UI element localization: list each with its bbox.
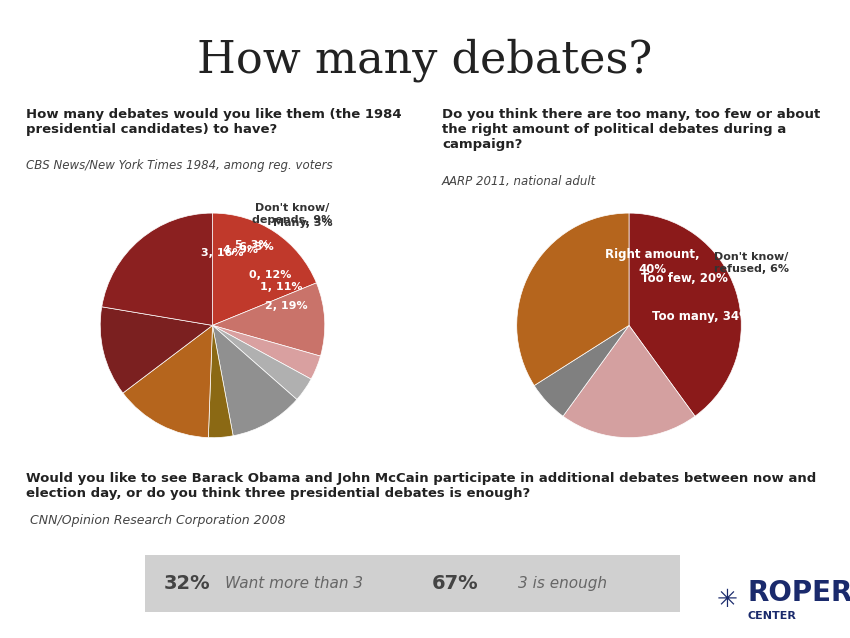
Text: CNN/Opinion Research Corporation 2008: CNN/Opinion Research Corporation 2008 bbox=[26, 514, 285, 526]
FancyBboxPatch shape bbox=[133, 554, 691, 614]
Text: Would you like to see Barack Obama and John McCain participate in additional deb: Would you like to see Barack Obama and J… bbox=[26, 472, 816, 500]
Wedge shape bbox=[212, 325, 311, 399]
Text: 3 is enough: 3 is enough bbox=[518, 576, 607, 591]
Text: 67%: 67% bbox=[432, 574, 479, 593]
Text: ROPER: ROPER bbox=[748, 579, 850, 607]
Text: 6, 3%: 6, 3% bbox=[240, 242, 274, 252]
Wedge shape bbox=[629, 213, 741, 416]
Wedge shape bbox=[102, 213, 212, 325]
Wedge shape bbox=[212, 213, 316, 325]
Wedge shape bbox=[517, 213, 629, 385]
Text: 1, 11%: 1, 11% bbox=[259, 281, 302, 292]
Text: 0, 12%: 0, 12% bbox=[249, 271, 292, 280]
Text: Don't know/
refused, 6%: Don't know/ refused, 6% bbox=[713, 253, 789, 274]
Text: Too few, 20%: Too few, 20% bbox=[642, 272, 728, 285]
Wedge shape bbox=[212, 325, 297, 436]
Wedge shape bbox=[212, 325, 320, 379]
Wedge shape bbox=[100, 307, 212, 393]
Text: How many debates?: How many debates? bbox=[197, 38, 653, 82]
Text: 3, 16%: 3, 16% bbox=[201, 248, 244, 258]
Text: Don't know/
depends, 9%: Don't know/ depends, 9% bbox=[252, 203, 332, 225]
Text: 32%: 32% bbox=[164, 574, 211, 593]
Text: CENTER: CENTER bbox=[748, 611, 796, 621]
Text: Too many, 34%: Too many, 34% bbox=[652, 310, 751, 323]
Text: Do you think there are too many, too few or about
the right amount of political : Do you think there are too many, too few… bbox=[442, 108, 820, 151]
Wedge shape bbox=[208, 325, 233, 438]
Text: Want more than 3: Want more than 3 bbox=[225, 576, 364, 591]
Wedge shape bbox=[123, 325, 212, 438]
Text: ✳: ✳ bbox=[717, 588, 737, 612]
Text: 2, 19%: 2, 19% bbox=[265, 301, 308, 311]
Wedge shape bbox=[534, 325, 629, 416]
Text: CBS News/New York Times 1984, among reg. voters: CBS News/New York Times 1984, among reg.… bbox=[26, 160, 332, 172]
Text: 5, 3%: 5, 3% bbox=[235, 240, 269, 250]
Text: How many debates would you like them (the 1984
presidential candidates) to have?: How many debates would you like them (th… bbox=[26, 108, 401, 137]
Wedge shape bbox=[212, 283, 325, 356]
Text: AARP 2011, national adult: AARP 2011, national adult bbox=[442, 175, 596, 188]
Text: Right amount,
40%: Right amount, 40% bbox=[604, 248, 700, 276]
Text: 4, 9%: 4, 9% bbox=[224, 244, 258, 255]
Text: Many, 3%: Many, 3% bbox=[274, 218, 333, 228]
Wedge shape bbox=[563, 325, 695, 438]
